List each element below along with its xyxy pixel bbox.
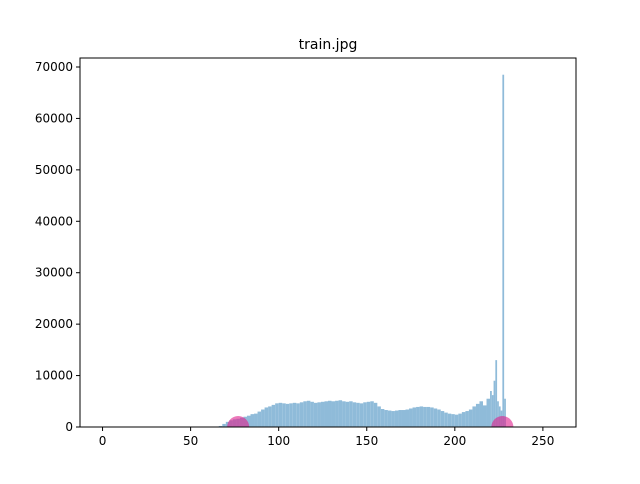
histogram-bar [433,408,438,427]
histogram-bar [405,409,410,427]
histogram-bar [373,402,378,427]
histogram-bar [254,413,258,427]
histogram-bar [475,403,480,427]
histogram-bar [282,403,286,427]
histogram-bar [313,402,318,427]
histogram-bar [401,410,406,427]
histogram-bar [394,410,399,427]
histogram-bar [356,402,360,427]
histogram-bar [409,408,413,427]
y-tick-label: 40000 [35,214,73,228]
x-tick-label: 100 [267,434,290,448]
histogram-bar [306,400,311,427]
y-tick-label: 70000 [35,60,73,74]
histogram-bar [218,425,223,427]
histogram-bar [328,400,332,427]
histogram-bar [310,401,314,427]
histogram-bar [257,411,262,427]
histogram-bar [454,414,459,427]
plot-area [218,74,514,427]
histogram-bar [440,411,445,427]
histogram-bar [222,423,226,427]
histogram-bar [430,407,434,427]
marker-point [227,416,250,427]
histogram-bar [289,403,293,427]
histogram-bar [303,401,307,427]
histogram-bar [377,406,381,427]
histogram-bar [491,395,494,427]
histogram-bar [479,401,483,427]
histogram-bar [292,402,297,427]
histogram-bar [423,406,427,427]
histogram-bar [349,401,353,427]
x-tick-label: 50 [183,434,198,448]
histogram-bar [486,398,491,427]
histogram-bar [380,409,385,427]
histogram-bar [458,413,462,427]
x-tick-label: 150 [355,434,378,448]
histogram-bar [261,409,265,427]
x-tick-label: 250 [531,434,554,448]
histogram-bar [398,410,402,427]
histogram-bar [359,403,364,427]
chart-title: train.jpg [299,37,358,53]
histogram-bar [268,406,272,427]
marker-point [491,416,514,427]
histogram-bar [275,403,279,427]
histogram-bar [451,414,455,427]
histogram-bar [391,411,395,427]
histogram-bar [352,402,357,427]
histogram-bar [495,360,498,427]
histogram-bar [504,398,506,427]
histogram-bar [461,412,466,427]
y-tick-label: 50000 [35,163,73,177]
histogram-bar [416,406,420,427]
histogram-bar [419,406,424,427]
histogram-bar [324,401,328,427]
histogram-bar [447,413,452,427]
histogram-bar [363,402,367,427]
histogram-bar [444,412,448,427]
histogram-bar [437,409,441,427]
x-tick-label: 0 [99,434,107,448]
y-tick-label: 60000 [35,111,73,125]
histogram-bar [285,403,290,427]
y-tick-label: 20000 [35,317,73,331]
y-tick-label: 30000 [35,266,73,280]
histogram-bar [250,414,255,427]
histogram-bar [384,410,388,427]
histogram-bar [278,402,283,427]
histogram-bar [387,410,392,427]
histogram-bar [483,405,487,427]
x-tick-label: 200 [443,434,466,448]
histogram-bar [366,401,371,427]
y-tick-label: 0 [65,420,73,434]
y-tick-label: 10000 [35,369,73,383]
histogram-bar [338,400,343,427]
axes-frame [79,57,577,428]
histogram-bar [299,402,304,427]
histogram-bar [317,402,321,427]
histogram-bar [342,401,346,427]
histogram-bar [412,407,417,427]
histogram-bar [296,403,300,427]
histogram-bar [493,380,496,427]
histogram-bar [345,401,350,427]
histogram-bar [320,401,325,427]
histogram-bar [264,407,269,427]
histogram-bar [465,411,469,427]
histogram-bar [502,74,505,427]
histogram-bar [271,404,276,427]
histogram-bar [472,406,476,427]
histogram-bar [426,406,431,427]
histogram-bar [490,391,492,427]
histogram-bar [246,415,251,427]
histogram-bar [331,401,336,427]
histogram-bar [468,409,473,427]
histogram-bar [335,400,339,427]
histogram-bar [497,401,499,427]
histogram-bar [370,401,374,427]
